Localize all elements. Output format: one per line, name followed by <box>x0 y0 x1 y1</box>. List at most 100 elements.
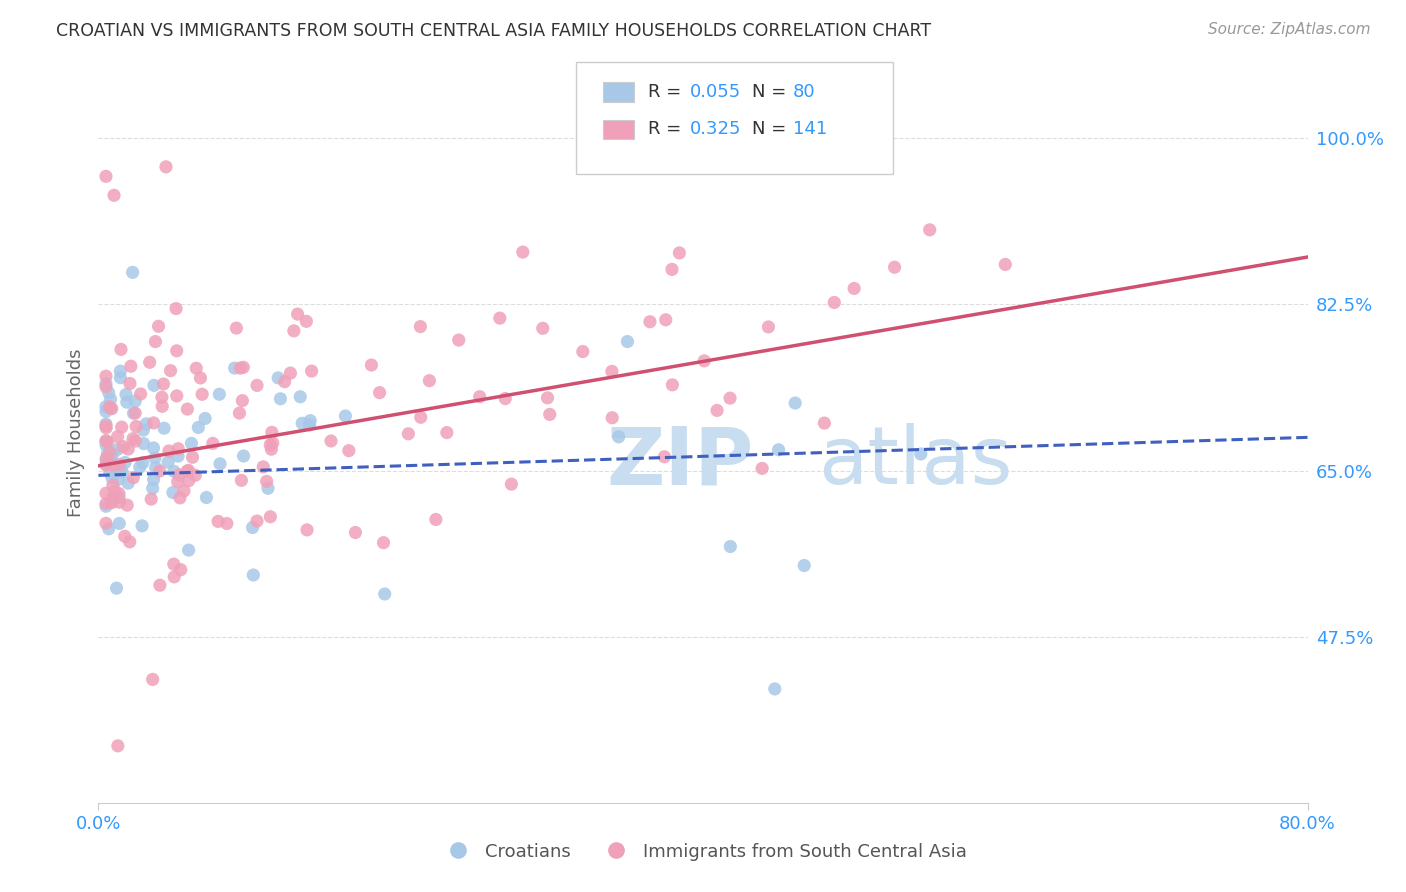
Text: atlas: atlas <box>818 423 1012 501</box>
Point <box>101 471 124 485</box>
Point <box>844 281 866 295</box>
Y-axis label: Family Households: Family Households <box>66 349 84 516</box>
Point <box>94 169 117 184</box>
Point <box>718 391 741 405</box>
Point <box>129 387 152 401</box>
Point <box>141 492 163 507</box>
Point <box>295 523 318 537</box>
Point <box>110 463 132 477</box>
Text: ZIP: ZIP <box>606 423 754 501</box>
Point <box>157 455 180 469</box>
Point <box>654 450 676 464</box>
Point <box>287 307 309 321</box>
Point <box>100 494 122 508</box>
Point <box>142 473 165 487</box>
Point <box>512 245 534 260</box>
Point <box>488 311 510 326</box>
Point <box>163 557 186 571</box>
Point <box>225 321 247 335</box>
Point <box>208 457 231 471</box>
Point <box>115 395 138 409</box>
Point <box>120 359 142 374</box>
Text: 0.055: 0.055 <box>690 83 741 101</box>
Point <box>104 484 127 499</box>
Point <box>94 500 117 514</box>
Point <box>94 438 117 452</box>
Point <box>149 464 172 478</box>
Point <box>176 464 198 478</box>
Point <box>122 471 145 485</box>
Point <box>94 497 117 511</box>
Point <box>131 518 153 533</box>
Point <box>142 481 165 495</box>
Point <box>232 360 254 375</box>
Point <box>252 459 274 474</box>
Point <box>319 434 342 448</box>
Point <box>195 491 218 505</box>
Point <box>167 442 190 456</box>
Point <box>418 374 440 388</box>
Point <box>208 387 231 401</box>
Point <box>132 423 155 437</box>
Point <box>100 451 122 466</box>
Point <box>132 436 155 450</box>
Point <box>94 369 117 384</box>
Point <box>97 385 120 400</box>
Point <box>231 474 253 488</box>
Point <box>143 450 166 465</box>
Point <box>600 410 623 425</box>
Point <box>150 390 173 404</box>
Point <box>180 436 202 450</box>
Point <box>94 417 117 431</box>
Point <box>100 401 122 416</box>
Point <box>142 416 165 430</box>
Point <box>166 475 188 489</box>
Point <box>883 260 905 275</box>
Point <box>607 430 630 444</box>
Point <box>94 418 117 433</box>
Point <box>107 739 129 753</box>
Point <box>246 514 269 528</box>
Point <box>94 452 117 467</box>
Point <box>94 400 117 414</box>
Text: R =: R = <box>648 120 688 138</box>
Point <box>163 570 186 584</box>
Point <box>98 400 121 414</box>
Point <box>124 406 146 420</box>
Point <box>531 321 554 335</box>
Point <box>121 265 143 279</box>
Point <box>94 404 117 418</box>
Point <box>246 378 269 392</box>
Point <box>110 370 132 384</box>
Point <box>242 568 264 582</box>
Point <box>166 343 188 358</box>
Point <box>128 460 150 475</box>
Point <box>111 465 134 479</box>
Point <box>269 392 291 406</box>
Point <box>768 442 790 457</box>
Point <box>229 361 252 376</box>
Point <box>159 364 181 378</box>
Point <box>153 421 176 435</box>
Point <box>187 420 209 434</box>
Point <box>494 392 516 406</box>
Point <box>150 399 173 413</box>
Point <box>149 578 172 592</box>
Point <box>501 477 523 491</box>
Point <box>718 540 741 554</box>
Point <box>94 421 117 435</box>
Point <box>169 491 191 505</box>
Point <box>98 445 121 459</box>
Point <box>124 434 146 448</box>
Point <box>124 394 146 409</box>
Point <box>256 475 278 489</box>
Point <box>763 681 786 696</box>
Point <box>280 366 302 380</box>
Point <box>100 401 122 416</box>
Point <box>447 333 470 347</box>
Point <box>143 378 166 392</box>
Point <box>436 425 458 440</box>
Point <box>108 458 131 472</box>
Point <box>693 354 716 368</box>
Point <box>101 458 124 473</box>
